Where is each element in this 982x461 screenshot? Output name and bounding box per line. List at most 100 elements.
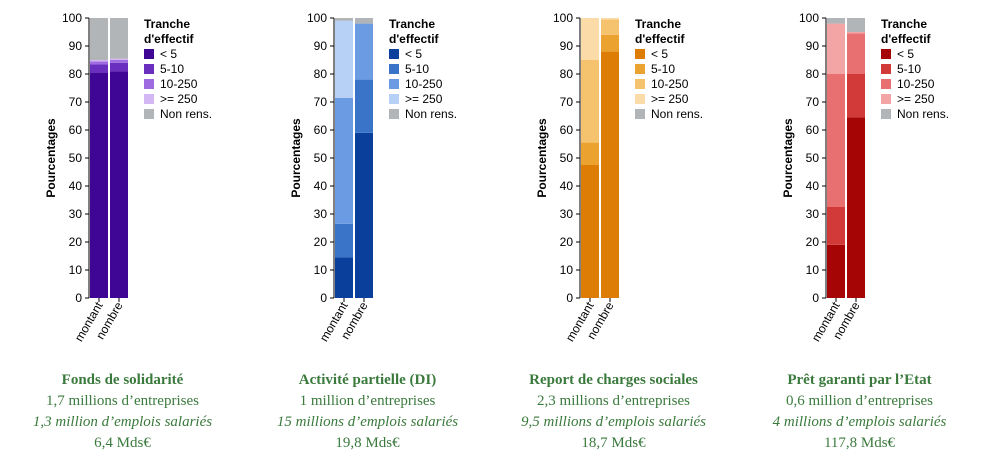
y-tick-label: 90 xyxy=(560,39,574,53)
y-tick-label: 60 xyxy=(806,123,820,137)
y-tick-label: 10 xyxy=(806,263,820,277)
bar-segment-nombre-250 xyxy=(601,18,619,20)
legend-swatch-10-250 xyxy=(881,79,891,89)
y-tick-label: 30 xyxy=(806,207,820,221)
y-tick-label: 90 xyxy=(314,39,328,53)
bar-segment-montant-5-10 xyxy=(827,207,845,245)
y-tick-label: 70 xyxy=(69,95,83,109)
caption-entreprises: 1,7 millions d’entreprises xyxy=(46,393,199,409)
caption-montant: 18,7 Mds€ xyxy=(581,435,646,451)
y-tick-label: 0 xyxy=(566,291,573,305)
y-tick-label: 50 xyxy=(314,151,328,165)
y-tick-label: 40 xyxy=(314,179,328,193)
y-tick-label: 30 xyxy=(560,207,574,221)
y-tick-label: 30 xyxy=(69,207,83,221)
bar-segment-montant-5-10 xyxy=(581,142,599,165)
bar-segment-nombre-5-10 xyxy=(355,79,373,133)
bar-segment-nombre-5 xyxy=(847,117,865,299)
y-tick-label: 10 xyxy=(69,263,83,277)
bar-segment-montant-5-10 xyxy=(90,64,108,73)
y-tick-label: 80 xyxy=(560,67,574,81)
legend-swatch-5 xyxy=(144,49,154,59)
bar-segment-montant-250 xyxy=(90,60,108,62)
y-axis-title: Pourcentages xyxy=(44,118,58,198)
y-tick-label: 100 xyxy=(307,11,327,25)
caption-pret-garanti: Prêt garanti par l’Etat 0,6 million d’en… xyxy=(737,370,982,454)
y-tick-label: 50 xyxy=(806,151,820,165)
y-tick-label: 40 xyxy=(69,179,83,193)
legend-label-250: >= 250 xyxy=(405,92,443,106)
legend-swatch-10-250 xyxy=(144,79,154,89)
legend-title: Tranche xyxy=(389,17,435,31)
y-tick-label: 50 xyxy=(560,151,574,165)
y-tick-label: 20 xyxy=(806,235,820,249)
caption-emplois: 4 millions d’emplois salariés xyxy=(772,414,947,430)
caption-fonds-solidarite: Fonds de solidarité 1,7 millions d’entre… xyxy=(0,370,245,454)
y-tick-label: 0 xyxy=(812,291,819,305)
legend-title: Tranche xyxy=(144,17,190,31)
y-tick-label: 80 xyxy=(806,67,820,81)
y-tick-label: 10 xyxy=(314,263,328,277)
bar-segment-nombre-10-250 xyxy=(601,19,619,35)
y-tick-label: 20 xyxy=(69,235,83,249)
legend-label-5: < 5 xyxy=(405,47,422,61)
bar-segment-nombre-5-10 xyxy=(601,34,619,52)
y-tick-label: 20 xyxy=(314,235,328,249)
y-tick-label: 70 xyxy=(314,95,328,109)
y-tick-label: 90 xyxy=(806,39,820,53)
y-tick-label: 0 xyxy=(320,291,327,305)
chart-svg-2: 0102030405060708090100Pourcentagesmontan… xyxy=(289,11,457,344)
legend-label-250: >= 250 xyxy=(160,92,198,106)
legend-swatch-250 xyxy=(635,94,645,104)
bar-segment-montant-10-250 xyxy=(335,97,353,224)
bar-segment-montant-5 xyxy=(827,244,845,298)
legend-swatch-non-rens xyxy=(635,109,645,119)
legend-swatch-10-250 xyxy=(635,79,645,89)
legend-swatch-5-10 xyxy=(635,64,645,74)
legend-swatch-non-rens xyxy=(881,109,891,119)
y-tick-label: 40 xyxy=(806,179,820,193)
y-axis-title: Pourcentages xyxy=(535,118,549,198)
caption-title: Fonds de solidarité xyxy=(61,372,184,388)
y-tick-label: 100 xyxy=(799,11,819,25)
bar-segment-montant-5 xyxy=(335,257,353,298)
legend-label-10-250: 10-250 xyxy=(897,77,935,91)
caption-title: Prêt garanti par l’Etat xyxy=(787,372,932,388)
y-tick-label: 60 xyxy=(560,123,574,137)
y-tick-label: 80 xyxy=(69,67,83,81)
y-tick-label: 20 xyxy=(560,235,574,249)
bar-segment-montant-10-250 xyxy=(581,60,599,143)
legend-swatch-250 xyxy=(389,94,399,104)
legend-label-250: >= 250 xyxy=(897,92,935,106)
caption-montant: 19,8 Mds€ xyxy=(335,435,400,451)
bar-segment-nombre-5 xyxy=(110,71,128,298)
bar-segment-montant-250 xyxy=(581,18,599,60)
bar-segment-nombre-10-250 xyxy=(847,33,865,74)
legend-label-5-10: 5-10 xyxy=(160,62,184,76)
y-tick-label: 90 xyxy=(69,39,83,53)
chart-svg-3: 0102030405060708090100Pourcentagesmontan… xyxy=(535,11,703,344)
bar-segment-montant-10-250 xyxy=(90,61,108,65)
legend-label-10-250: 10-250 xyxy=(160,77,198,91)
y-axis-title: Pourcentages xyxy=(781,118,795,198)
y-tick-label: 100 xyxy=(62,11,82,25)
bar-segment-nombre-non-rens xyxy=(847,18,865,32)
legend-swatch-non-rens xyxy=(389,109,399,119)
caption-emplois: 15 millions d’emplois salariés xyxy=(276,414,459,430)
chart-svg-4: 0102030405060708090100Pourcentagesmontan… xyxy=(781,11,949,344)
caption-report-charges: Report de charges sociales 2,3 millions … xyxy=(491,370,736,454)
caption-montant: 117,8 Mds€ xyxy=(823,435,896,451)
y-tick-label: 50 xyxy=(69,151,83,165)
caption-activite-partielle: Activité partielle (DI) 1 million d’entr… xyxy=(245,370,490,454)
bar-segment-montant-10-250 xyxy=(827,74,845,207)
legend-label-10-250: 10-250 xyxy=(651,77,689,91)
legend-label-non-rens: Non rens. xyxy=(160,107,212,121)
bar-segment-montant-5 xyxy=(581,165,599,298)
bar-segment-nombre-5 xyxy=(601,51,619,298)
legend-label-5-10: 5-10 xyxy=(897,62,921,76)
legend-swatch-10-250 xyxy=(389,79,399,89)
y-tick-label: 100 xyxy=(553,11,573,25)
legend-label-5-10: 5-10 xyxy=(405,62,429,76)
legend-swatch-250 xyxy=(144,94,154,104)
bar-segment-nombre-5 xyxy=(355,132,373,298)
